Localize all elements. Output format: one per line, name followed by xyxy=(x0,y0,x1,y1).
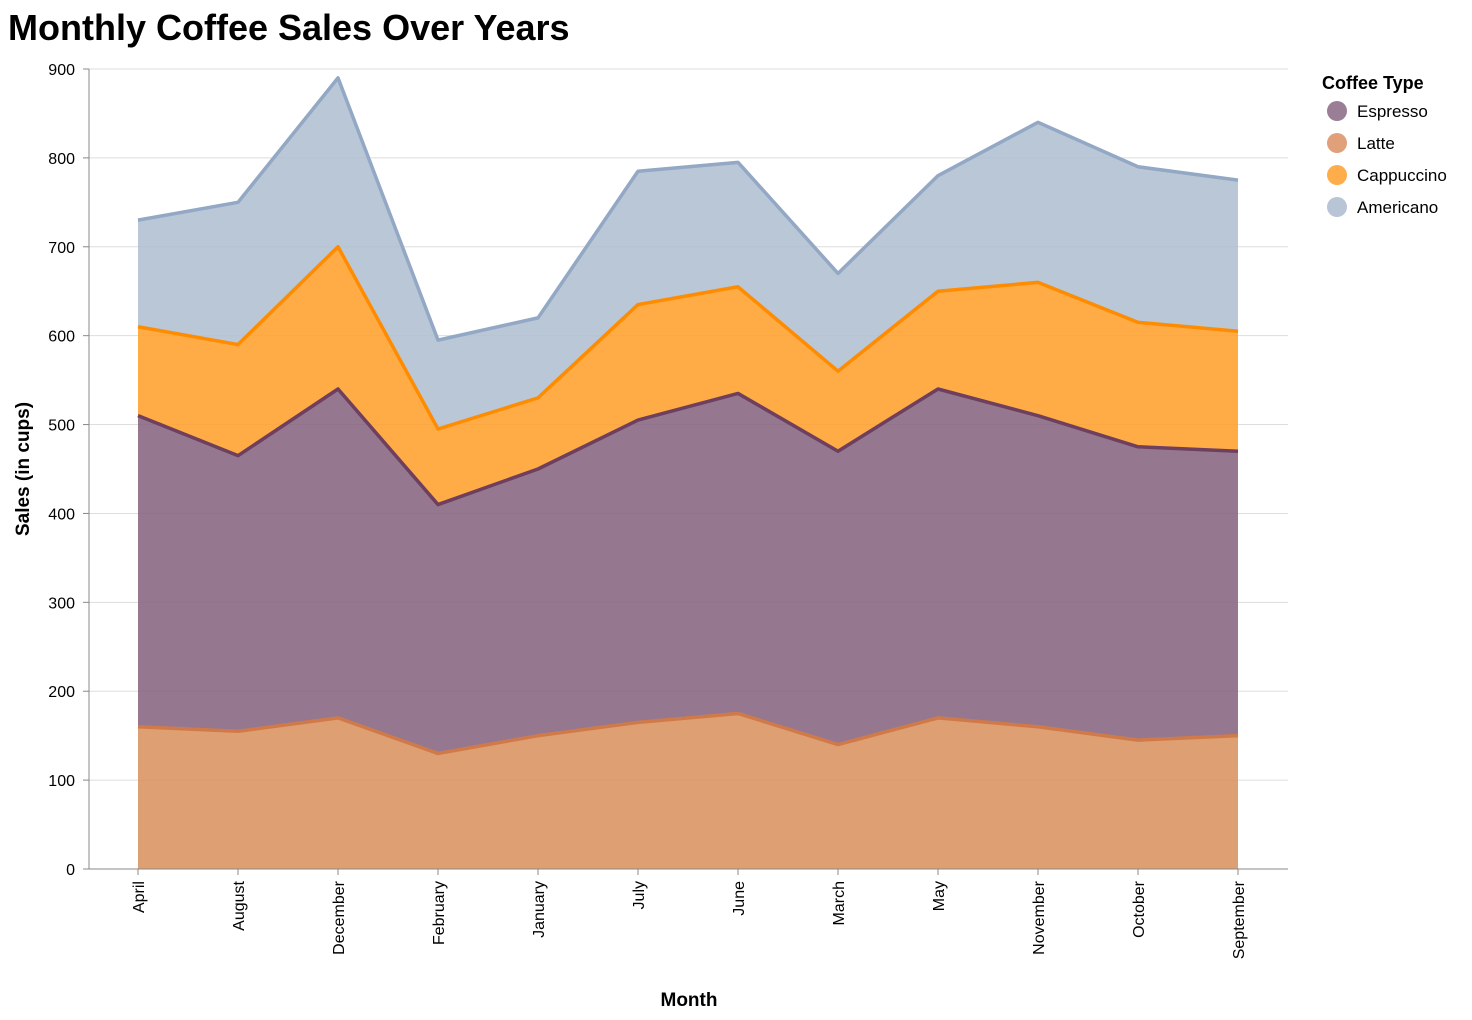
line-latte xyxy=(137,711,1239,756)
area-outlines xyxy=(137,76,1239,756)
line-americano xyxy=(137,76,1239,342)
legend-label-latte: Latte xyxy=(1357,134,1395,153)
y-tick-label: 200 xyxy=(48,684,75,701)
legend-swatch-americano xyxy=(1327,197,1347,217)
chart-title: Monthly Coffee Sales Over Years xyxy=(8,7,570,48)
legend-label-americano: Americano xyxy=(1357,198,1438,217)
x-tick-label: November xyxy=(1031,880,1048,954)
area-espresso xyxy=(138,389,1238,754)
y-tick-label: 0 xyxy=(66,862,75,879)
y-tick-label: 500 xyxy=(48,418,75,435)
legend-swatch-cappuccino xyxy=(1327,165,1347,185)
y-tick-label: 400 xyxy=(48,506,75,523)
legend-swatch-latte xyxy=(1327,133,1347,153)
x-tick-label: August xyxy=(231,880,248,930)
y-axis-title: Sales (in cups) xyxy=(13,402,34,536)
line-espresso xyxy=(137,387,1239,507)
area-cappuccino xyxy=(138,246,1238,505)
x-tick-label: September xyxy=(1231,880,1248,959)
legend: Coffee Type Espresso Latte Cappuccino Ameri… xyxy=(1322,73,1447,217)
legend-title: Coffee Type xyxy=(1322,73,1424,93)
stacked-areas xyxy=(138,77,1238,869)
y-tick-label: 800 xyxy=(48,151,75,168)
y-tick-label: 600 xyxy=(48,329,75,346)
x-tick-label: July xyxy=(631,881,648,909)
legend-label-cappuccino: Cappuccino xyxy=(1357,166,1447,185)
area-latte xyxy=(138,713,1238,869)
line-cappuccino xyxy=(137,245,1239,431)
x-tick-label: March xyxy=(831,881,848,925)
legend-swatch-espresso xyxy=(1327,101,1347,121)
legend-label-espresso: Espresso xyxy=(1357,102,1428,121)
y-tick-label: 100 xyxy=(48,773,75,790)
x-tick-label: June xyxy=(731,881,748,916)
y-tick-label: 700 xyxy=(48,240,75,257)
axes: Sales (in cups) Month 0 100 200 300 400 500 60… xyxy=(13,62,1288,1011)
area-americano xyxy=(138,77,1238,429)
x-axis-title: Month xyxy=(661,990,718,1011)
x-tick-label: October xyxy=(1131,880,1148,938)
x-tick-label: May xyxy=(931,881,948,911)
y-tick-label: 300 xyxy=(48,595,75,612)
x-tick-label: December xyxy=(331,880,348,954)
x-tick-label: January xyxy=(531,881,548,938)
x-tick-label: April xyxy=(131,881,148,913)
x-tick-label: February xyxy=(431,881,448,945)
y-tick-label: 900 xyxy=(48,62,75,79)
